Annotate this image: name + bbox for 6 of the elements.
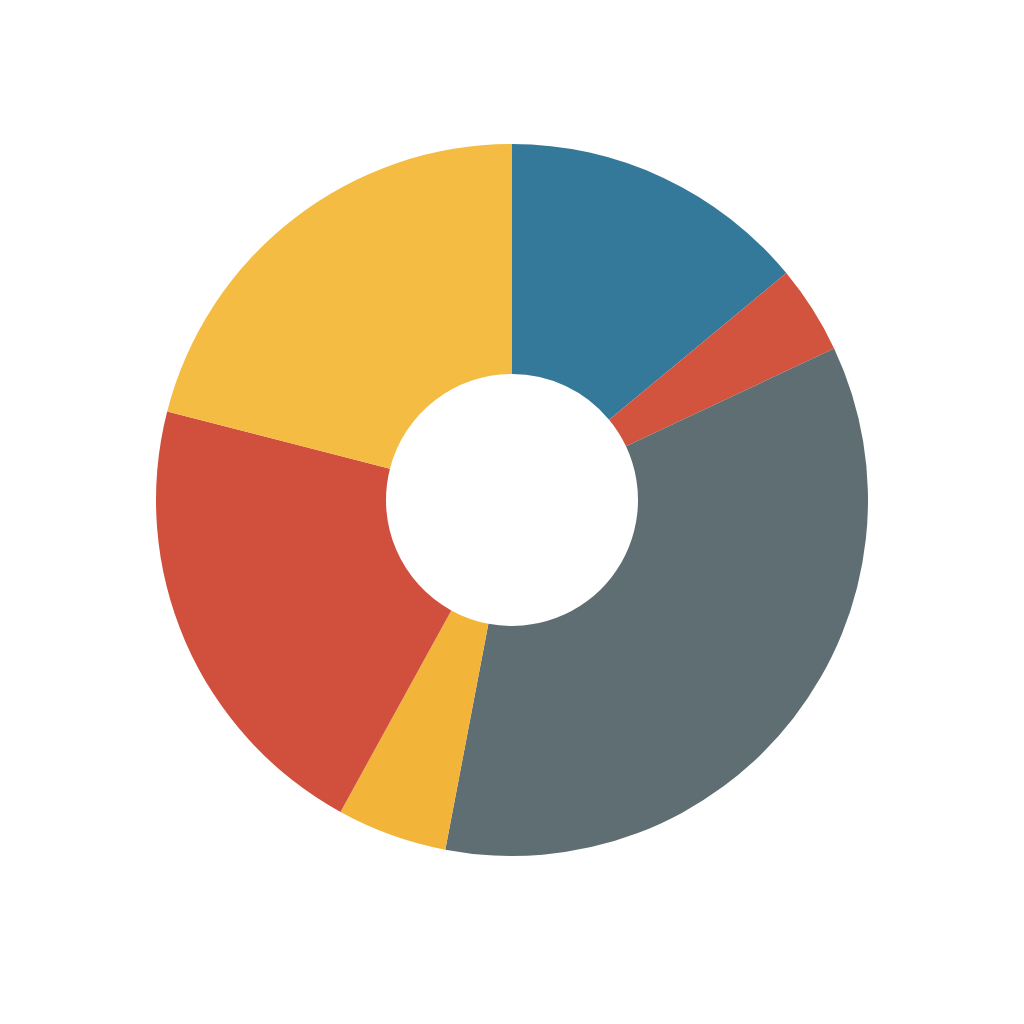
- donut-slice: [609, 273, 835, 447]
- donut-slice: [156, 411, 452, 812]
- donut-slice: [512, 144, 787, 420]
- donut-slice: [167, 144, 512, 469]
- donut-slice: [340, 610, 489, 850]
- donut-slice: [445, 348, 868, 856]
